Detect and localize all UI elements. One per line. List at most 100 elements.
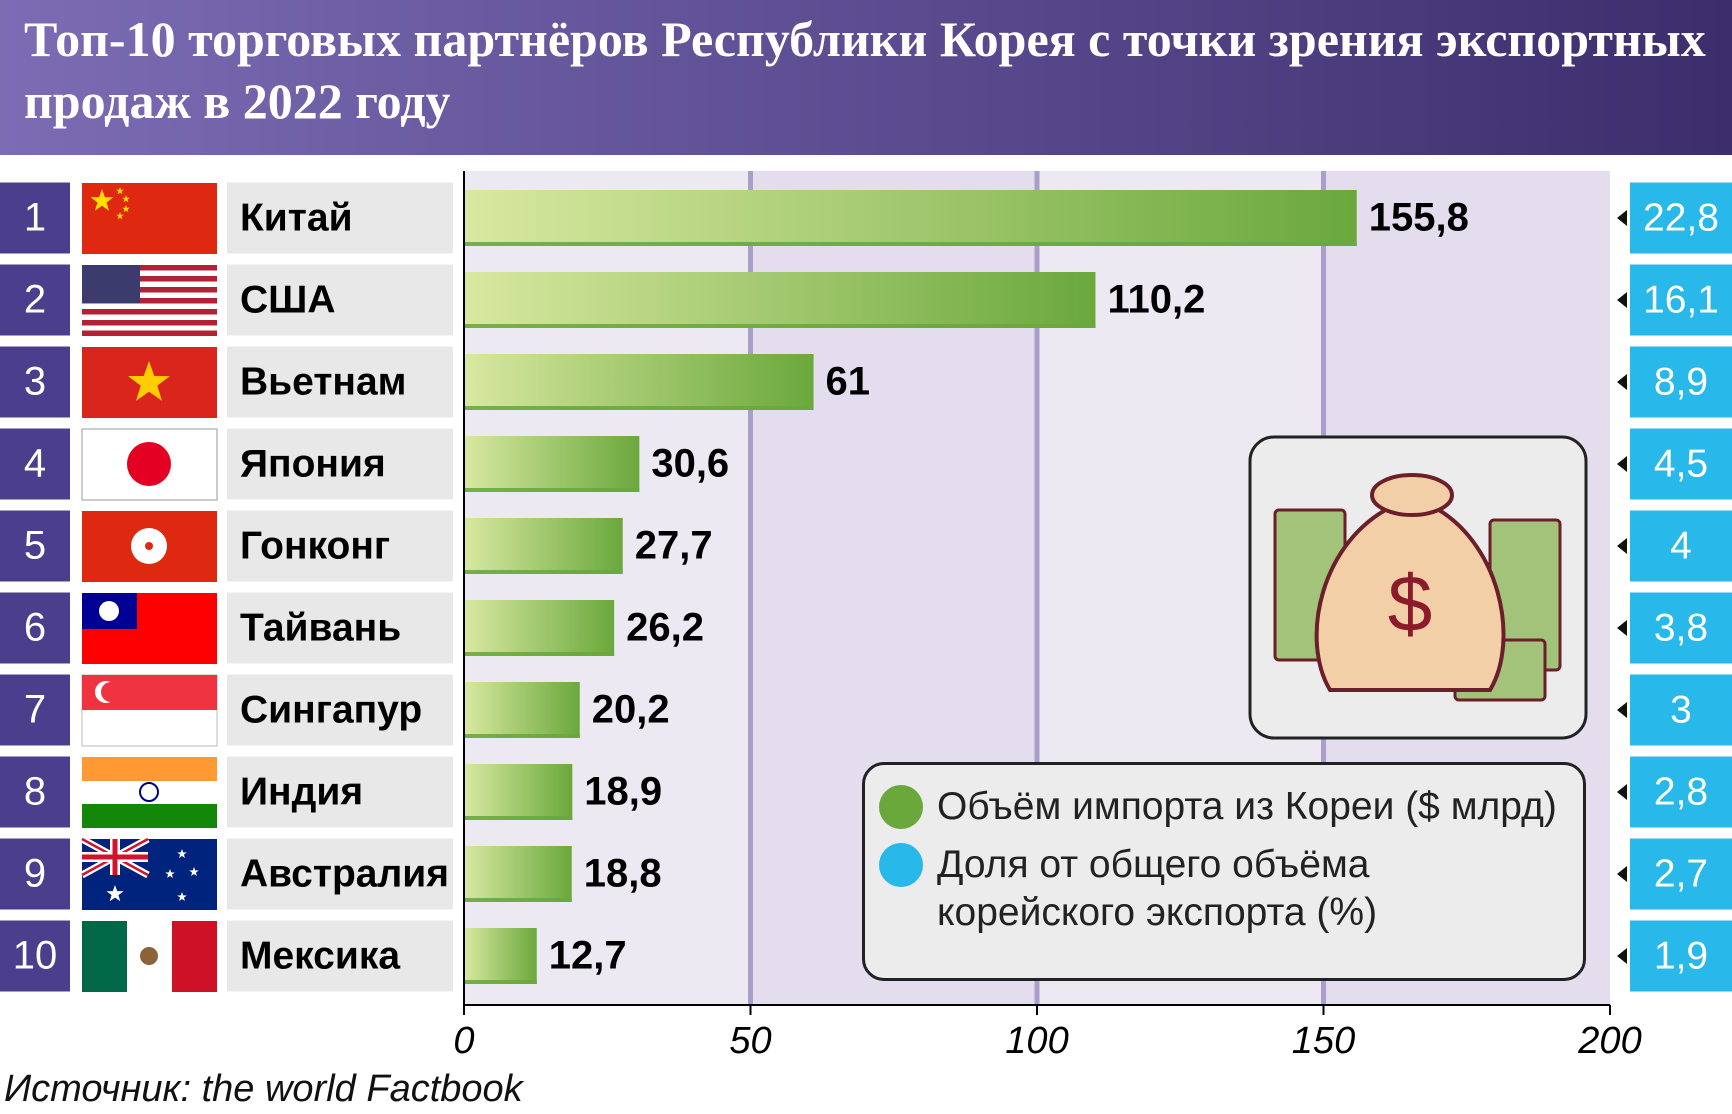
name-box bbox=[227, 510, 453, 582]
rank: 3 bbox=[24, 360, 46, 404]
share-box bbox=[1630, 428, 1732, 500]
value-label: 18,9 bbox=[584, 770, 662, 814]
flag-singapore bbox=[81, 674, 218, 747]
bar bbox=[465, 518, 623, 574]
flags bbox=[80, 183, 218, 992]
pointer bbox=[1617, 292, 1627, 308]
share-box bbox=[1630, 346, 1732, 418]
pointer bbox=[1617, 620, 1627, 636]
rank-box bbox=[0, 264, 70, 336]
name-box bbox=[227, 838, 453, 910]
rank: 7 bbox=[24, 688, 46, 732]
bar-edge bbox=[465, 488, 640, 492]
flag-japan bbox=[81, 428, 218, 501]
pointer bbox=[1617, 948, 1627, 964]
money-icon: $ bbox=[1248, 435, 1588, 740]
rank: 8 bbox=[24, 770, 46, 814]
legend-label: Доля от общего объёма корейского экспорт… bbox=[937, 843, 1378, 934]
name-box bbox=[227, 264, 453, 336]
rank-box bbox=[0, 838, 70, 910]
share-label: 22,8 bbox=[1643, 196, 1719, 239]
pointer bbox=[1617, 784, 1627, 800]
share-box bbox=[1630, 838, 1732, 910]
bar-edge bbox=[465, 734, 580, 738]
rank: 1 bbox=[24, 196, 46, 240]
source: Источник: the world Factbook bbox=[4, 1068, 523, 1110]
x-tick-label: 150 bbox=[1292, 1020, 1355, 1062]
bar bbox=[465, 764, 573, 820]
rank-box bbox=[0, 182, 70, 254]
x-tick-label: 200 bbox=[1577, 1020, 1641, 1062]
share-label: 4 bbox=[1670, 524, 1692, 567]
bar bbox=[465, 436, 640, 492]
flag-india bbox=[82, 757, 217, 828]
value-label: 155,8 bbox=[1369, 196, 1469, 240]
category-label: Тайвань bbox=[240, 606, 401, 649]
category-label: Япония bbox=[240, 442, 386, 485]
name-box bbox=[227, 920, 453, 992]
legend-item: Объём импорта из Кореи ($ млрд) bbox=[879, 783, 1569, 831]
rank: 2 bbox=[24, 278, 46, 322]
share-label: 8,9 bbox=[1654, 360, 1708, 403]
name-box bbox=[227, 346, 453, 418]
value-label: 30,6 bbox=[651, 442, 729, 486]
bar-edge bbox=[465, 324, 1096, 328]
share-box bbox=[1630, 182, 1732, 254]
pointer bbox=[1617, 210, 1627, 226]
value-label: 20,2 bbox=[592, 688, 670, 732]
pointer bbox=[1617, 538, 1627, 554]
share-label: 16,1 bbox=[1643, 278, 1719, 321]
category-label: Индия bbox=[240, 770, 363, 813]
rank: 9 bbox=[24, 852, 46, 896]
bar-edge bbox=[465, 652, 615, 656]
pointer bbox=[1617, 702, 1627, 718]
bar-edge bbox=[465, 570, 623, 574]
rank: 6 bbox=[24, 606, 46, 650]
flag-taiwan bbox=[82, 593, 217, 664]
name-box bbox=[227, 182, 453, 254]
share-label: 1,9 bbox=[1654, 934, 1708, 977]
pointer bbox=[1617, 456, 1627, 472]
bar bbox=[465, 928, 537, 984]
share-label: 2,8 bbox=[1654, 770, 1708, 813]
x-tick-label: 100 bbox=[1005, 1020, 1068, 1062]
value-label: 61 bbox=[826, 360, 871, 404]
share-box bbox=[1630, 592, 1732, 664]
bar-edge bbox=[465, 242, 1357, 246]
rank-box bbox=[0, 346, 70, 418]
share-box bbox=[1630, 510, 1732, 582]
legend-dot bbox=[879, 785, 923, 829]
legend-label: Объём импорта из Кореи ($ млрд) bbox=[937, 785, 1557, 828]
flag-china bbox=[82, 183, 217, 254]
bar-edge bbox=[465, 980, 537, 984]
share-box bbox=[1630, 674, 1732, 746]
share-label: 2,7 bbox=[1654, 852, 1708, 895]
value-label: 27,7 bbox=[635, 524, 713, 568]
category-label: Китай bbox=[240, 196, 353, 239]
rank-box bbox=[0, 592, 70, 664]
rank: 10 bbox=[13, 934, 58, 978]
bar bbox=[465, 846, 572, 902]
legend-dot bbox=[879, 843, 923, 887]
bar bbox=[465, 354, 814, 410]
value-label: 26,2 bbox=[626, 606, 704, 650]
legend: Объём импорта из Кореи ($ млрд) Доля от … bbox=[862, 762, 1586, 981]
rank-box bbox=[0, 674, 70, 746]
flag-mexico bbox=[82, 921, 217, 992]
icon-symbol: $ bbox=[1388, 559, 1433, 648]
share-box bbox=[1630, 264, 1732, 336]
name-box bbox=[227, 756, 453, 828]
category-label: Австралия bbox=[240, 852, 449, 895]
name-box bbox=[227, 674, 453, 746]
pointer bbox=[1617, 866, 1627, 882]
value-label: 18,8 bbox=[584, 852, 662, 896]
value-label: 110,2 bbox=[1107, 278, 1205, 322]
flag-hongkong bbox=[82, 511, 217, 582]
category-label: Мексика bbox=[240, 934, 400, 977]
share-label: 4,5 bbox=[1654, 442, 1708, 485]
rank-box bbox=[0, 920, 70, 992]
legend-item: Доля от общего объёма корейского экспорт… bbox=[879, 841, 1569, 937]
flag-usa bbox=[82, 265, 217, 336]
